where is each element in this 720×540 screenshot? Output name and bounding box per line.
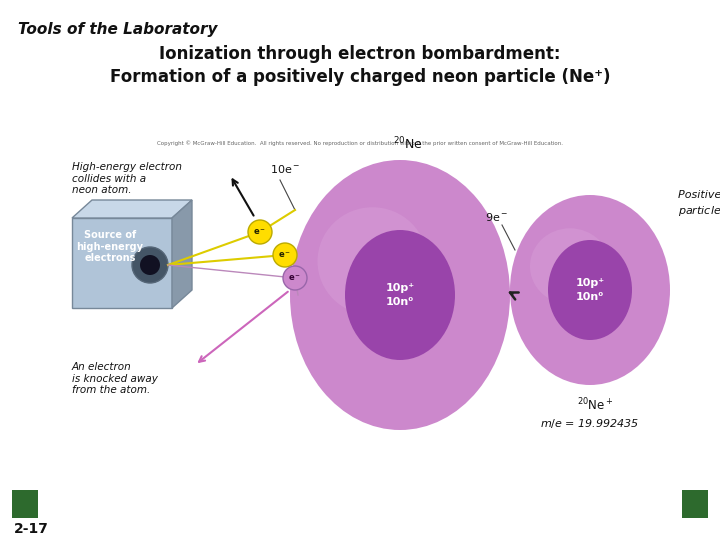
FancyBboxPatch shape <box>12 490 38 518</box>
Text: 10e$^-$: 10e$^-$ <box>270 163 300 175</box>
Text: $^{20}$Ne$^+$: $^{20}$Ne$^+$ <box>577 397 613 414</box>
Text: An electron
is knocked away
from the atom.: An electron is knocked away from the ato… <box>72 362 158 395</box>
Circle shape <box>132 247 168 283</box>
Text: 10p⁺
10n⁰: 10p⁺ 10n⁰ <box>575 279 605 302</box>
Text: 9e$^-$: 9e$^-$ <box>485 211 508 223</box>
Ellipse shape <box>345 230 455 360</box>
Text: 10p⁺
10n⁰: 10p⁺ 10n⁰ <box>385 284 415 307</box>
Text: $m/e$ = 19.992435: $m/e$ = 19.992435 <box>540 417 639 430</box>
Text: Tools of the Laboratory: Tools of the Laboratory <box>18 22 217 37</box>
Text: Positively charged neon
particle, Ne$^+$, results.: Positively charged neon particle, Ne$^+$… <box>678 190 720 220</box>
Polygon shape <box>72 200 192 218</box>
Circle shape <box>283 266 307 290</box>
Ellipse shape <box>290 160 510 430</box>
Text: Ionization through electron bombardment:: Ionization through electron bombardment: <box>159 45 561 63</box>
Ellipse shape <box>318 207 428 315</box>
Text: $^{20}$Ne: $^{20}$Ne <box>393 136 423 152</box>
Ellipse shape <box>510 195 670 385</box>
Polygon shape <box>12 490 38 518</box>
Text: Copyright © McGraw-Hill Education.  All rights reserved. No reproduction or dist: Copyright © McGraw-Hill Education. All r… <box>157 140 563 146</box>
Text: Source of
high-energy
electrons: Source of high-energy electrons <box>76 230 143 263</box>
Polygon shape <box>682 490 708 518</box>
Polygon shape <box>172 200 192 308</box>
Text: e$^-$: e$^-$ <box>253 227 266 237</box>
Circle shape <box>140 255 160 275</box>
Text: Formation of a positively charged neon particle (Ne⁺): Formation of a positively charged neon p… <box>109 68 611 86</box>
Text: e$^-$: e$^-$ <box>279 250 292 260</box>
Circle shape <box>248 220 272 244</box>
Ellipse shape <box>530 228 610 304</box>
Text: High-energy electron
collides with a
neon atom.: High-energy electron collides with a neo… <box>72 162 182 195</box>
Text: e$^-$: e$^-$ <box>289 273 302 283</box>
Text: 2-17: 2-17 <box>14 522 49 536</box>
Circle shape <box>273 243 297 267</box>
Ellipse shape <box>548 240 632 340</box>
FancyBboxPatch shape <box>72 218 172 308</box>
FancyBboxPatch shape <box>682 490 708 518</box>
